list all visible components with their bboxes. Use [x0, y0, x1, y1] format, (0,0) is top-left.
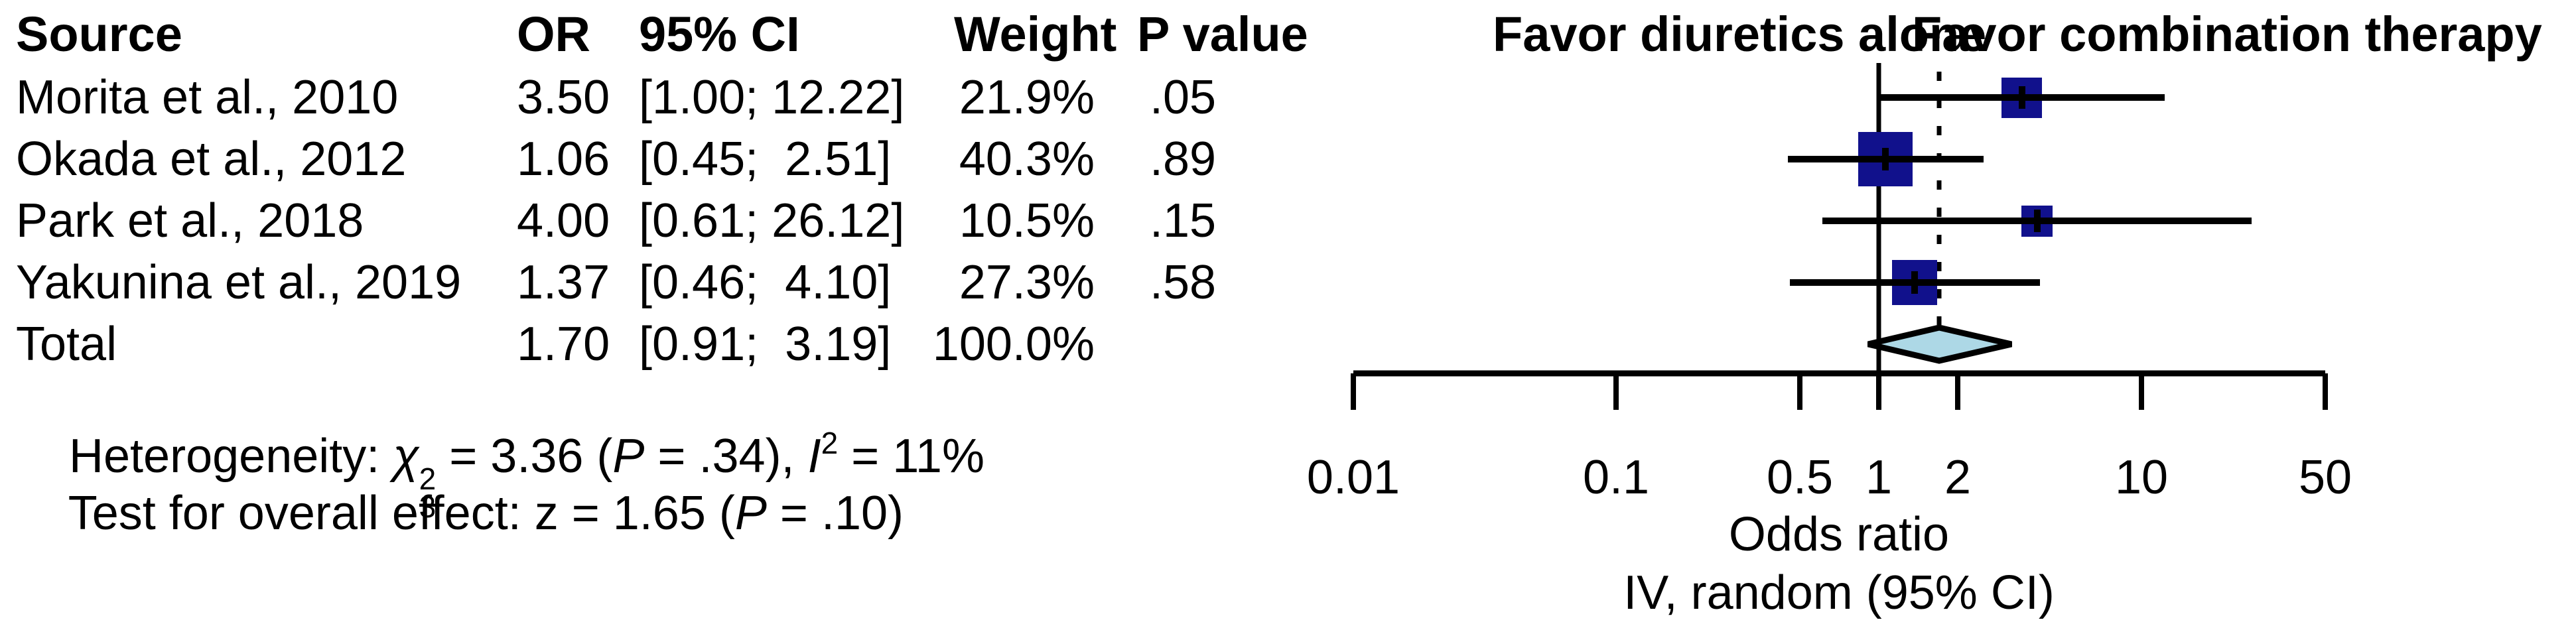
- study-or: 3.50: [517, 71, 610, 124]
- x-tick-label: 50: [2299, 451, 2352, 504]
- i-squared-symbol: I: [807, 430, 821, 483]
- study-or: 1.37: [517, 256, 610, 309]
- study-pvalue: .58: [1150, 256, 1217, 309]
- study-pvalue: .89: [1150, 133, 1217, 186]
- col-header-or: OR: [517, 7, 590, 62]
- x-axis: 0.01 0.1 0.5 1 2 10 50: [1307, 370, 2352, 504]
- x-tick-label: 2: [1944, 451, 1971, 504]
- study-or: 4.00: [517, 194, 610, 247]
- study-weight: 40.3%: [959, 133, 1095, 186]
- study-weight: 10.5%: [959, 194, 1095, 247]
- col-header-ci: 95% CI: [639, 7, 800, 62]
- x-tick-label: 0.5: [1767, 451, 1833, 504]
- x-tick-label: 1: [1865, 451, 1892, 504]
- overall-effect-text: Test for overall effect: z = 1.65 (P = .…: [68, 487, 904, 540]
- p-symbol: P: [734, 487, 767, 540]
- chi-symbol: χ: [393, 430, 419, 483]
- study-weight: 21.9%: [959, 71, 1095, 124]
- study-marker-okada: [1788, 132, 1984, 186]
- x-tick-label: 0.01: [1307, 451, 1400, 504]
- total-label: Total: [16, 318, 117, 371]
- study-ci: [0.61; 26.12]: [639, 194, 905, 247]
- p-symbol: P: [612, 430, 645, 483]
- x-tick-label: 0.1: [1583, 451, 1649, 504]
- total-diamond: [1867, 324, 2013, 364]
- study-ci: [0.46; 4.10]: [639, 256, 892, 309]
- x-axis-subtitle: IV, random (95% CI): [1623, 566, 2055, 619]
- study-source: Morita et al., 2010: [16, 71, 399, 124]
- study-weight: 27.3%: [959, 256, 1095, 309]
- x-tick-label: 10: [2115, 451, 2168, 504]
- favor-right-label: Favor combination therapy: [1912, 7, 2542, 62]
- study-ci: [1.00; 12.22]: [639, 71, 905, 124]
- col-header-pvalue: P value: [1137, 7, 1308, 62]
- total-ci: [0.91; 3.19]: [639, 318, 892, 371]
- study-source: Okada et al., 2012: [16, 133, 407, 186]
- study-source: Yakunina et al., 2019: [16, 256, 462, 309]
- study-pvalue: .05: [1150, 71, 1217, 124]
- study-or: 1.06: [517, 133, 610, 186]
- study-ci: [0.45; 2.51]: [639, 133, 892, 186]
- heterogeneity-label: Heterogeneity:: [69, 430, 393, 483]
- study-source: Park et al., 2018: [16, 194, 364, 247]
- study-marker-morita: [1879, 78, 2165, 118]
- study-marker-park: [1822, 206, 2252, 237]
- total-or: 1.70: [517, 318, 610, 371]
- x-axis-title: Odds ratio: [1729, 508, 1949, 561]
- study-marker-yakunina: [1790, 260, 2040, 305]
- col-header-weight: Weight: [954, 7, 1117, 62]
- col-header-source: Source: [16, 7, 182, 62]
- study-pvalue: .15: [1150, 194, 1217, 247]
- total-weight: 100.0%: [932, 318, 1095, 371]
